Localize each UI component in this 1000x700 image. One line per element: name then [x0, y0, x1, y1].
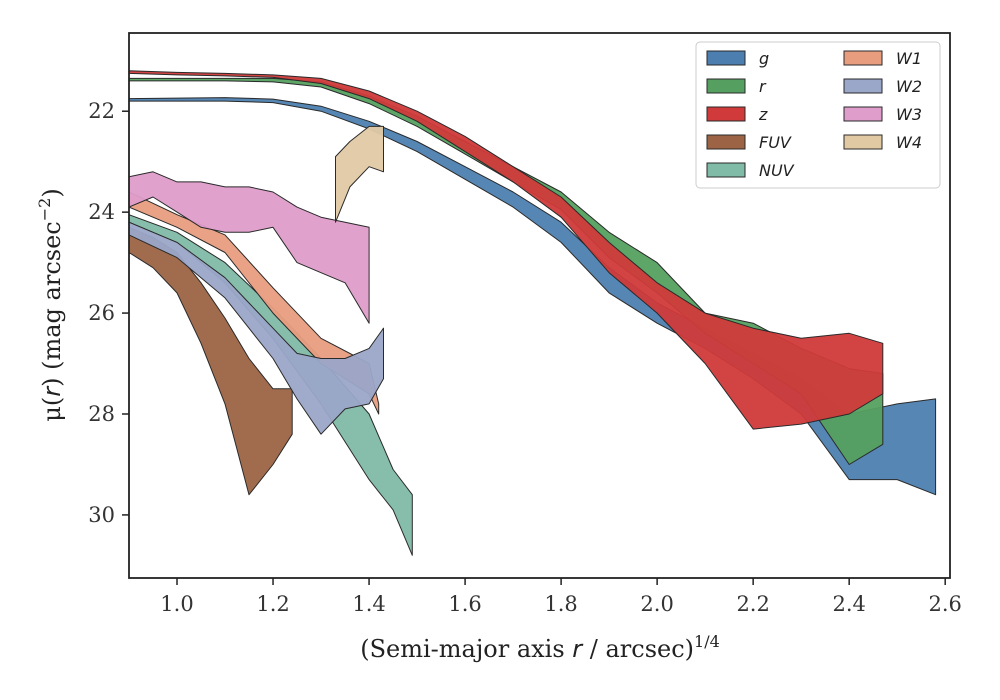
x-axis-label-post: / arcsec) [582, 635, 694, 663]
x-axis-label-sup: 1/4 [694, 632, 720, 651]
x-tick-label: 2.0 [640, 592, 673, 616]
y-axis: 22 24 26 28 30 [88, 99, 129, 527]
legend-swatch-r [706, 78, 746, 94]
legend-label-r: r [759, 77, 767, 96]
x-tick-label: 1.2 [256, 592, 289, 616]
band-fuv [129, 226, 293, 496]
legend-swatch-nuv [706, 162, 746, 178]
legend-swatch-fuv [706, 134, 746, 150]
legend-label-g: g [759, 49, 769, 68]
legend-swatch-g [706, 50, 746, 66]
band-w4 [335, 125, 384, 223]
legend-swatch-z [706, 106, 746, 122]
y-tick-label: 24 [88, 200, 115, 224]
y-axis-label: μ(r) (mag arcsec−2) [35, 188, 66, 421]
y-tick-label: 26 [88, 301, 115, 325]
x-axis-label-pre: (Semi-major axis [360, 635, 572, 663]
plot-frame [128, 32, 951, 579]
x-axis-label-var: r [572, 635, 584, 663]
x-tick-label: 1.8 [544, 592, 577, 616]
y-tick-label: 28 [88, 402, 115, 426]
x-tick-label: 1.0 [160, 592, 193, 616]
x-axis-label: (Semi-major axis r / arcsec)1/4 [360, 632, 720, 663]
legend-label-w1: W1 [896, 49, 922, 68]
legend-swatch-w3 [843, 106, 883, 122]
y-tick-label: 22 [88, 99, 115, 123]
band-w2 [129, 221, 384, 435]
y-axis-label-sup: −2 [35, 198, 54, 222]
y-axis-label-mid: ) (mag arcsec [38, 221, 66, 387]
x-tick-label: 1.4 [352, 592, 385, 616]
legend-swatch-w1 [843, 50, 883, 66]
y-tick-label: 30 [88, 503, 115, 527]
legend-label-nuv: NUV [759, 161, 795, 180]
x-tick-label: 2.2 [736, 592, 769, 616]
x-tick-label: 1.6 [448, 592, 481, 616]
legend-label-z: z [758, 105, 768, 124]
legend-label-w3: W3 [896, 105, 922, 124]
legend: grz FUV NUV W1 W2 W3 W4 [695, 41, 941, 189]
chart-bands [129, 70, 937, 556]
legend-label-fuv: FUV [759, 133, 792, 152]
legend-label-w2: W2 [896, 77, 922, 96]
y-axis-label-mu: μ( [38, 397, 66, 422]
x-axis: 1.0 1.2 1.4 1.6 1.8 2.0 2.2 2.4 2.6 [160, 578, 962, 616]
y-axis-label-var: r [38, 385, 66, 397]
legend-swatch-w4 [843, 134, 883, 150]
legend-label-w4: W4 [896, 133, 922, 152]
band-w3 [129, 171, 370, 324]
x-tick-label: 2.4 [832, 592, 865, 616]
band-z [129, 70, 884, 430]
x-tick-label: 2.6 [928, 592, 961, 616]
legend-swatch-w2 [843, 78, 883, 94]
y-axis-label-end: ) [38, 188, 66, 197]
